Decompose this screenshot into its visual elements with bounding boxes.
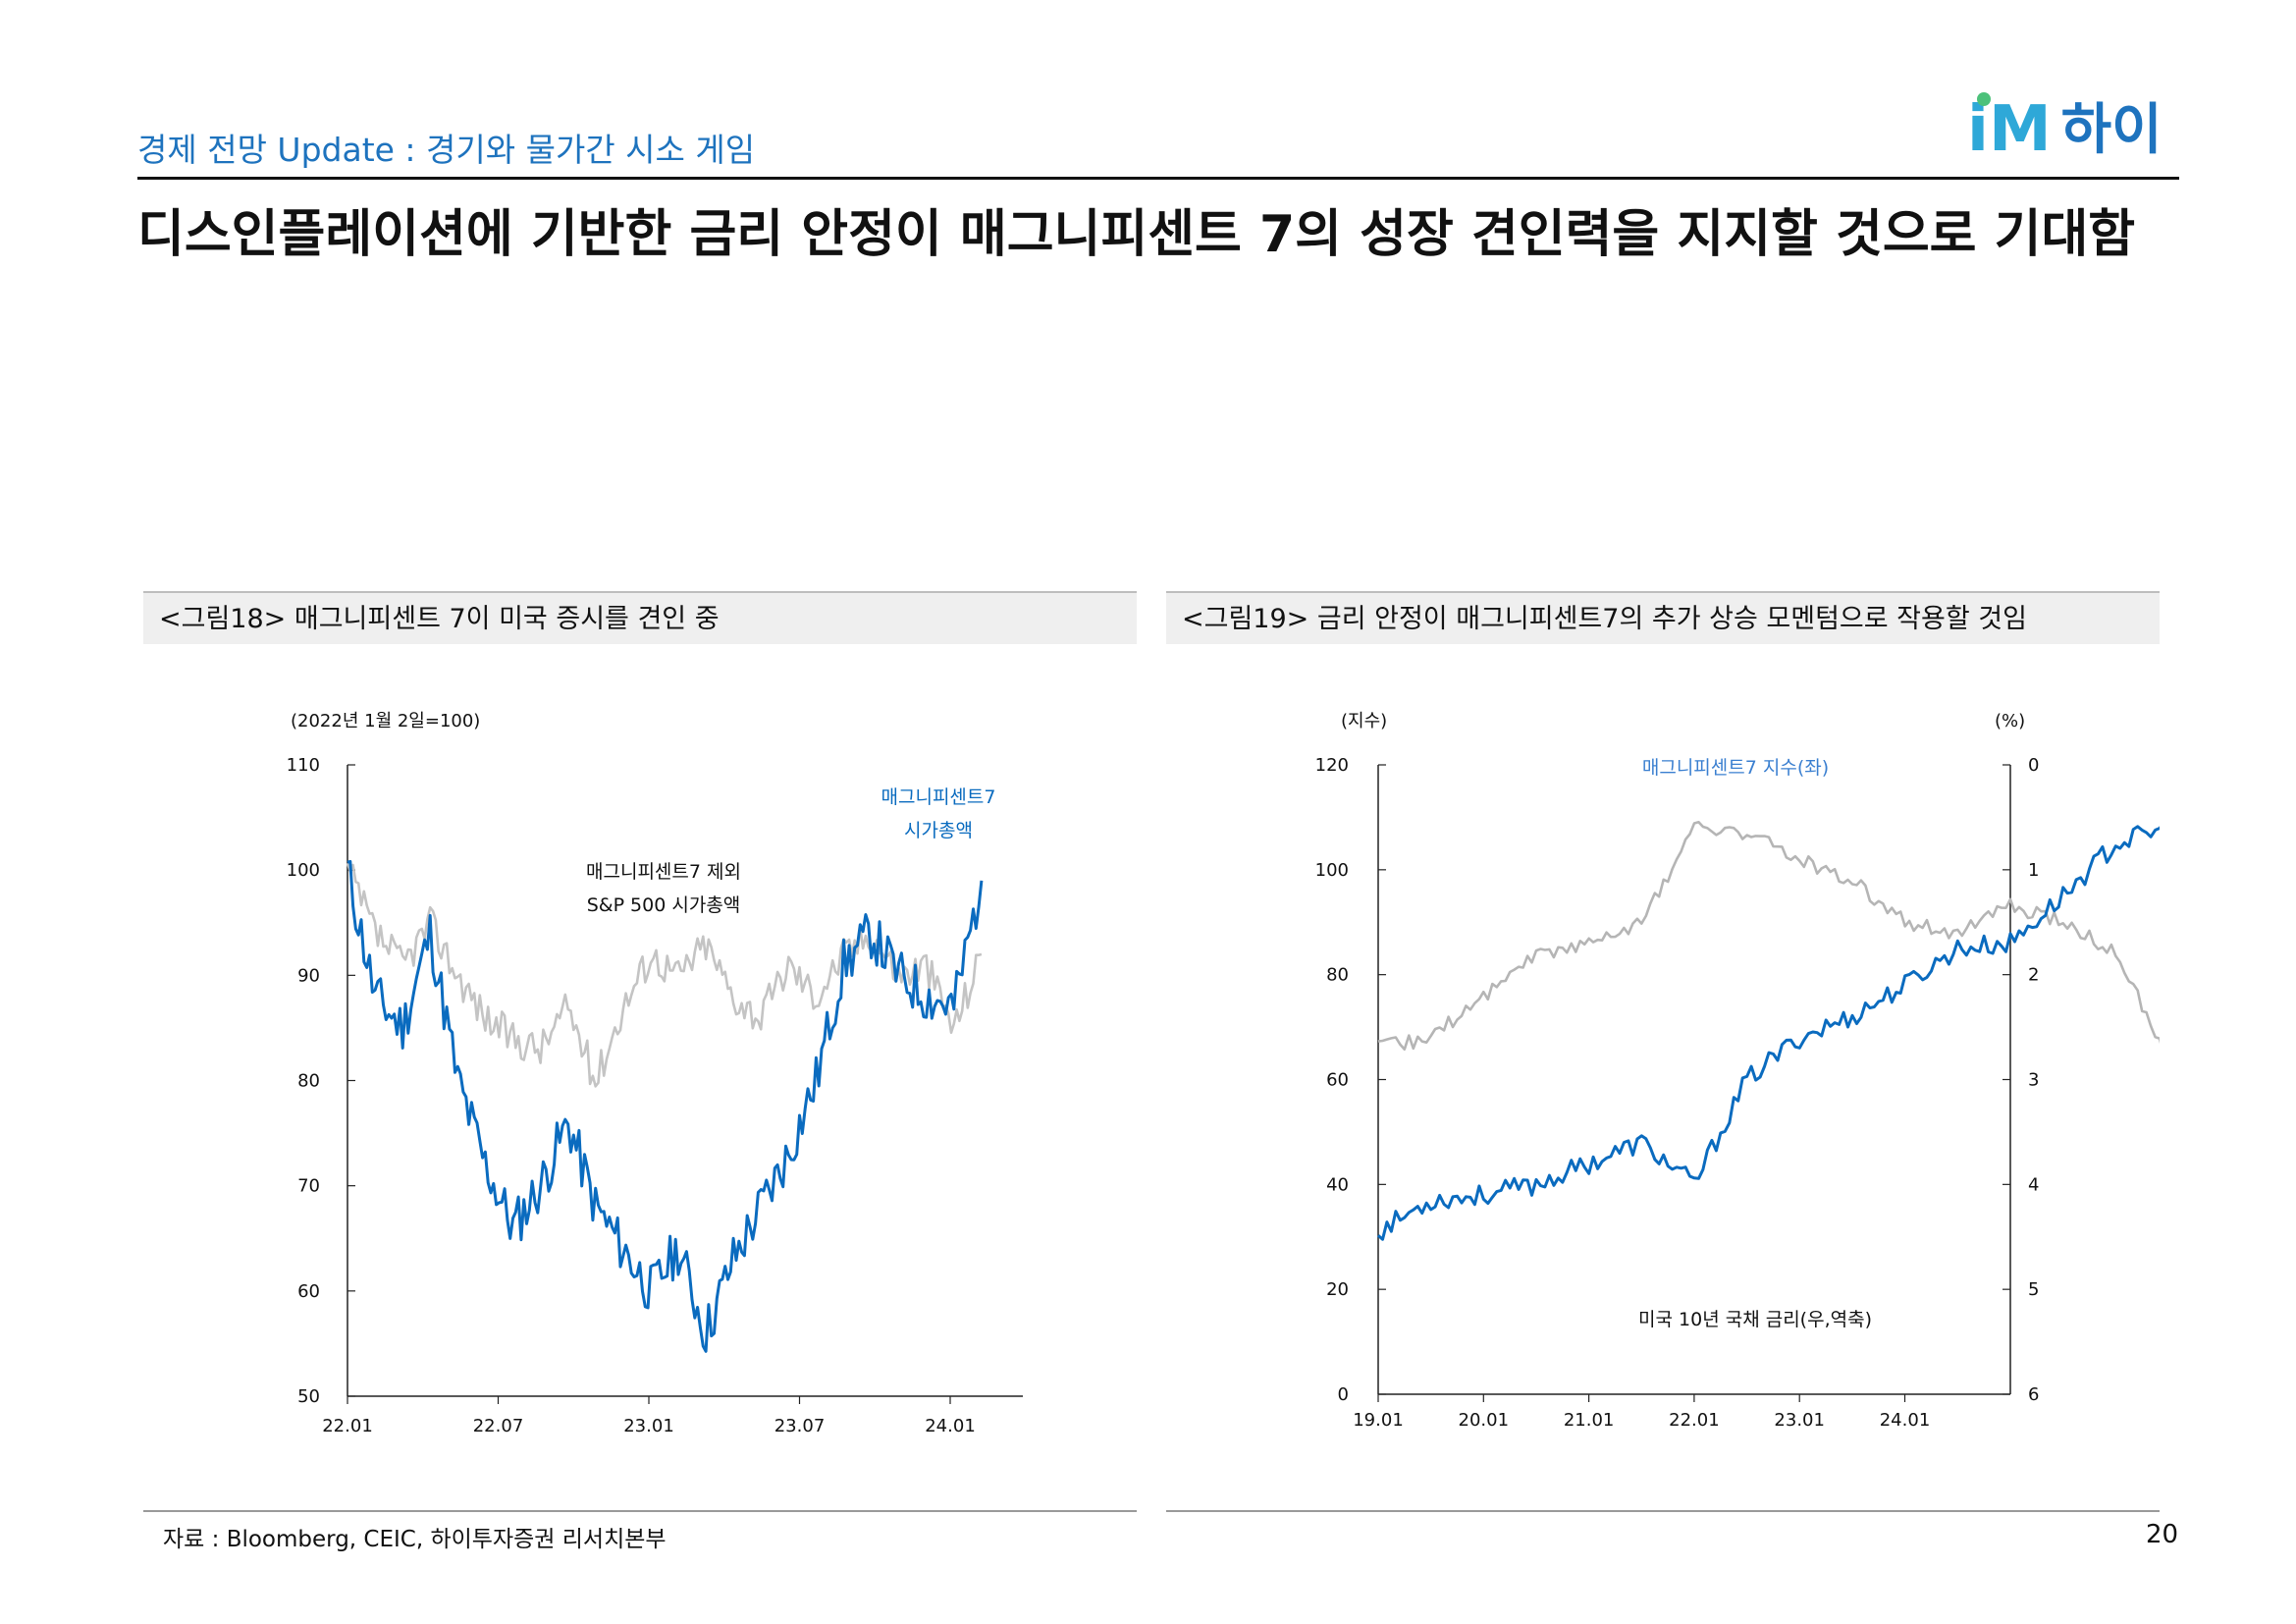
annotation-m7-line2: 시가총액 [904,820,973,841]
y-tick-label: 100 [287,860,320,881]
y-tick-label-left: 100 [1315,860,1349,881]
x-tick-label: 23.01 [623,1416,674,1436]
y-tick-label: 90 [297,965,320,986]
x-tick-label: 23.07 [774,1416,826,1436]
footer-rule-right [1166,1510,2160,1512]
x-tick-label: 24.01 [1880,1410,1931,1431]
annotation-sp500-line2: S&P 500 시가총액 [587,894,741,916]
y-tick-label-right: 2 [2028,965,2039,986]
y-tick-label-right: 3 [2028,1070,2039,1091]
figure-19-svg: (지수) (%) 120 100 80 60 40 20 0 0 1 2 3 4 5 6 19.01 20.01 2… [1315,711,2160,1431]
x-tick-label: 23.01 [1774,1410,1825,1431]
annotation-ust10y: 미국 10년 국채 금리(우,역축) [1638,1309,1872,1330]
y-tick-label: 110 [287,755,320,776]
y-tick-label-left: 20 [1326,1279,1349,1300]
logo-dot-icon [1977,92,1991,106]
left-unit-label: (지수) [1341,711,1387,731]
source-note: 자료 : Bloomberg, CEIC, 하이투자증권 리서치본부 [163,1527,667,1552]
y-tick-label-right: 1 [2028,860,2039,881]
x-tick-label: 22.07 [473,1416,524,1436]
y-tick-label: 80 [297,1071,320,1092]
y-tick-label-left: 80 [1326,965,1349,986]
y-tick-label: 50 [297,1386,320,1407]
page-number: 20 [2146,1520,2179,1549]
page-headline: 디스인플레이션에 기반한 금리 안정이 매그니피센트 7의 성장 견인력을 지지… [137,205,2136,264]
right-unit-label: (%) [1995,711,2025,731]
x-tick-label: 19.01 [1353,1410,1404,1431]
x-tick-label: 24.01 [925,1416,976,1436]
y-tick-label: 70 [297,1176,320,1197]
annotation-m7-index: 매그니피센트7 지수(좌) [1642,757,1829,779]
footer-rule-left [143,1510,1137,1512]
y-tick-label-right: 6 [2028,1384,2039,1405]
header-rule [137,177,2179,180]
x-tick-label: 21.01 [1564,1410,1615,1431]
annotation-m7-line1: 매그니피센트7 [881,786,996,808]
brand-logo: iM 하이 [1967,92,2163,163]
y-tick-label-right: 0 [2028,755,2039,776]
series-line-m7-index [1377,825,2160,1241]
series-line-sp500-ex-m7 [346,862,983,1088]
annotation-sp500-line1: 매그니피센트7 제외 [586,861,741,883]
y-tick-label-right: 4 [2028,1174,2039,1195]
figure-18-chart: (2022년 1월 2일=100) 110 100 90 80 70 60 50 22.01 22… [143,687,1137,1453]
x-tick-label: 22.01 [322,1416,373,1436]
logo-mark: iM [1967,92,2052,161]
series-line-magnificent7 [347,859,984,1353]
y-tick-label-left: 40 [1326,1174,1349,1195]
x-tick-label: 22.01 [1669,1410,1720,1431]
section-title: 경제 전망 Update : 경기와 물가간 시소 게임 [137,131,756,169]
figure-19-title: <그림19> 금리 안정이 매그니피센트7의 추가 상승 모멘텀으로 작용할 것… [1166,591,2160,644]
figure-19-chart: (지수) (%) 120 100 80 60 40 20 0 0 1 2 3 4 5 6 19.01 20.01 2… [1166,687,2160,1453]
x-tick-label: 20.01 [1459,1410,1510,1431]
figure-18-title: <그림18> 매그니피센트 7이 미국 증시를 견인 중 [143,591,1137,644]
series-line-ust10y [1377,821,2160,1051]
y-tick-label-left: 60 [1326,1070,1349,1091]
y-tick-label-left: 0 [1338,1384,1349,1405]
y-tick-label-right: 5 [2028,1279,2039,1300]
logo-text: 하이 [2060,98,2163,163]
logo-mark-text: iM [1967,93,2052,166]
y-tick-label: 60 [297,1281,320,1302]
y-unit-label: (2022년 1월 2일=100) [291,711,480,731]
y-tick-label-left: 120 [1315,755,1349,776]
